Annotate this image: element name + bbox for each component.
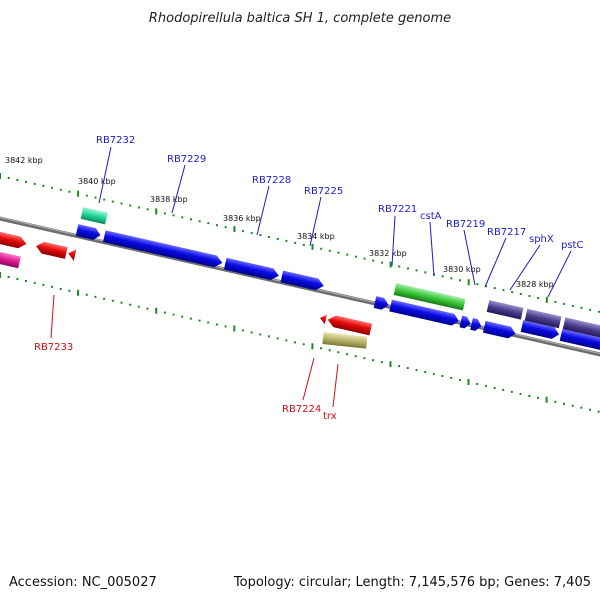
gene-small-blue-1[interactable] — [459, 315, 471, 330]
accession-text: Accession: NC_005027 — [9, 575, 157, 590]
label-rb7224[interactable]: RB7224 — [282, 404, 321, 415]
gene-csta-feature[interactable] — [393, 283, 466, 311]
scale-label-3838: 3838 kbp — [150, 195, 188, 204]
gene-pstc-blue[interactable] — [559, 328, 600, 352]
label-rb7219[interactable]: RB7219 — [446, 219, 485, 230]
lower-scale-ticks — [0, 272, 600, 413]
gene-rb7232[interactable] — [75, 224, 102, 241]
gene-rb7219[interactable] — [470, 318, 482, 332]
top-gene-labels: RB7232 RB7229 RB7228 RB7225 RB7221 cstA … — [96, 135, 583, 251]
scale-labels: 3842 kbp 3840 kbp 3838 kbp 3836 kbp 3834… — [5, 156, 554, 289]
gene-pink-feature[interactable] — [0, 249, 21, 269]
gene-teal-feature[interactable] — [80, 207, 108, 225]
pink-feature-band — [0, 249, 21, 269]
gene-red-left-1[interactable] — [0, 229, 28, 250]
scale-label-3842: 3842 kbp — [5, 156, 43, 165]
gene-purple-1[interactable] — [486, 300, 524, 320]
khaki-feature-band — [322, 332, 368, 349]
gene-rb7221[interactable] — [373, 296, 390, 311]
gene-rb7228[interactable] — [223, 257, 280, 282]
label-rb7232[interactable]: RB7232 — [96, 135, 135, 146]
plus-strand-band-3 — [520, 320, 600, 352]
upper-scale-ticks — [0, 173, 600, 313]
minus-strand-band-left — [0, 229, 77, 261]
label-trx[interactable]: trx — [323, 411, 337, 422]
teal-feature-band — [80, 207, 108, 225]
label-rb7225[interactable]: RB7225 — [304, 186, 343, 197]
gene-sphx-blue[interactable] — [520, 320, 561, 340]
label-rb7221[interactable]: RB7221 — [378, 204, 417, 215]
bottom-gene-labels: RB7233 RB7224 trx — [34, 342, 337, 422]
gene-trx[interactable] — [322, 332, 368, 349]
gene-csta[interactable] — [389, 299, 460, 327]
scale-label-3830: 3830 kbp — [443, 265, 481, 274]
scale-label-3834: 3834 kbp — [297, 232, 335, 241]
gene-purple-2[interactable] — [524, 308, 562, 329]
label-pstc[interactable]: pstC — [561, 240, 583, 251]
gene-red-left-2[interactable] — [35, 240, 68, 259]
gene-red-left-3[interactable] — [67, 248, 77, 261]
minus-strand-band-middle — [319, 313, 373, 336]
gene-rb7229[interactable] — [102, 230, 224, 268]
gene-rb7224[interactable] — [326, 314, 373, 336]
scale-label-3832: 3832 kbp — [369, 249, 407, 258]
scale-label-3828: 3828 kbp — [516, 280, 554, 289]
green-feature-band — [393, 283, 466, 311]
label-rb7229[interactable]: RB7229 — [167, 154, 206, 165]
scale-label-3840: 3840 kbp — [78, 177, 116, 186]
map-title: Rhodopirellula baltica SH 1, complete ge… — [149, 11, 451, 26]
purple-feature-band — [486, 300, 600, 338]
bottom-label-leaders — [50, 294, 339, 408]
label-sphx[interactable]: sphX — [529, 234, 554, 245]
gene-rb7225[interactable] — [280, 270, 325, 292]
gene-purple-3[interactable] — [562, 317, 600, 338]
label-csta[interactable]: cstA — [420, 211, 442, 222]
scale-label-3836: 3836 kbp — [223, 214, 261, 223]
label-rb7233[interactable]: RB7233 — [34, 342, 73, 353]
gene-rb7217[interactable] — [482, 320, 517, 340]
topology-summary-text: Topology: circular; Length: 7,145,576 bp… — [233, 575, 591, 590]
plus-strand-band-2 — [373, 296, 517, 340]
label-rb7217[interactable]: RB7217 — [487, 227, 526, 238]
plus-strand-band-1 — [75, 224, 325, 292]
gene-red-small[interactable] — [319, 313, 327, 325]
top-label-leaders — [98, 146, 572, 298]
label-rb7228[interactable]: RB7228 — [252, 175, 291, 186]
